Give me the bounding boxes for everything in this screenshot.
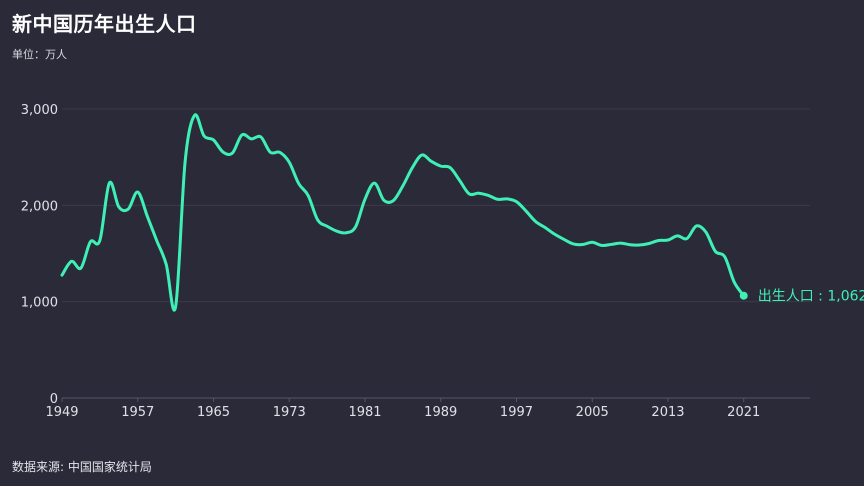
x-tick-label: 1997 [500, 405, 533, 420]
x-tick-label: 1957 [121, 405, 154, 420]
grid-lines [62, 108, 810, 303]
unit-subtitle: 单位：万人 [12, 48, 67, 61]
x-tick-label: 1965 [197, 405, 230, 420]
end-point-marker [739, 291, 748, 300]
series-group: 出生人口 : 1,062 [60, 113, 864, 312]
data-source: 数据来源: 中国国家统计局 [12, 460, 152, 474]
end-data-label: 出生人口 : 1,062 [758, 289, 864, 305]
y-tick-label: 0 [50, 392, 58, 407]
x-tick-label: 1989 [424, 405, 457, 420]
y-tick-label: 1,000 [21, 296, 58, 311]
x-tick-label: 2005 [576, 405, 609, 420]
x-tick-label: 1981 [348, 405, 381, 420]
x-tick-label: 1973 [273, 405, 306, 420]
y-axis: 0 1,000 2,000 3,000 [21, 103, 58, 407]
y-tick-label: 2,000 [21, 199, 58, 214]
x-tick-label: 1949 [45, 405, 78, 420]
x-axis: 1949 1957 1965 1973 1981 1989 1997 2005 2013 2021 [45, 397, 810, 420]
series-line [60, 113, 746, 312]
x-tick-label: 2021 [727, 405, 760, 420]
x-tick-label: 2013 [651, 405, 684, 420]
page-title: 新中国历年出生人口 [12, 12, 197, 36]
y-tick-label: 3,000 [21, 103, 58, 118]
